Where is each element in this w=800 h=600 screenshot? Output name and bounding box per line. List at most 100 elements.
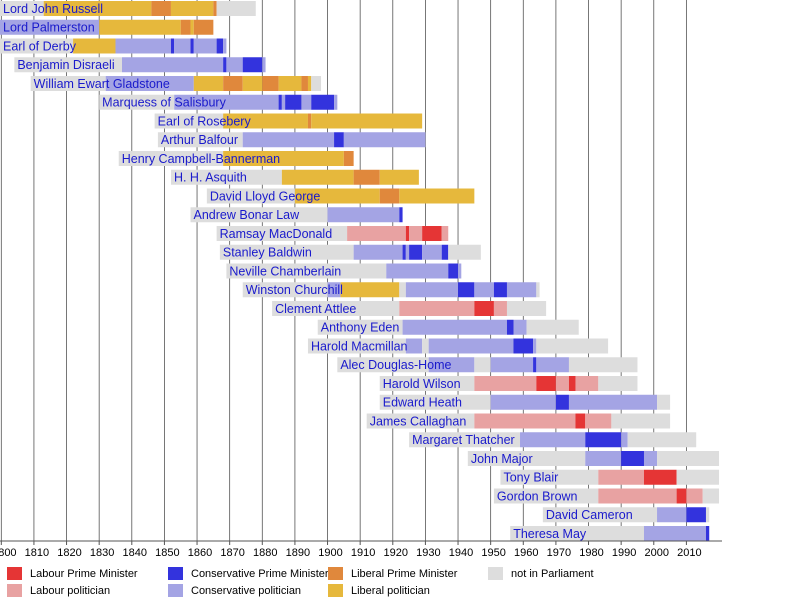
segment — [399, 282, 406, 298]
segment — [242, 132, 335, 148]
segment — [99, 19, 181, 35]
segment — [294, 188, 380, 204]
person-name: Stanley Baldwin — [223, 246, 312, 260]
legend-label: Labour politician — [30, 585, 110, 597]
segment — [409, 244, 423, 260]
segment — [598, 488, 677, 504]
segment — [598, 376, 638, 391]
x-tick-label: 1950 — [481, 547, 505, 559]
x-tick-label: 1830 — [90, 547, 114, 559]
segment — [223, 38, 227, 54]
segment — [542, 507, 658, 523]
person-name: David Cameron — [546, 508, 633, 522]
person-name: Gordon Brown — [497, 489, 578, 503]
segment — [611, 413, 671, 429]
person-name: Neville Chamberlain — [229, 264, 341, 278]
segment — [409, 432, 521, 448]
segment — [379, 188, 400, 204]
segment — [598, 469, 644, 485]
segment — [337, 357, 429, 373]
x-tick-label: 1990 — [612, 547, 636, 559]
person-name: Margaret Thatcher — [412, 433, 515, 447]
segment — [216, 226, 348, 241]
segment — [170, 38, 175, 54]
segment — [568, 376, 576, 391]
person-name: Tony Blair — [503, 471, 558, 485]
legend-swatch — [328, 567, 343, 580]
person-name: David Lloyd George — [210, 189, 321, 203]
segment — [0, 19, 100, 35]
segment — [500, 469, 599, 485]
person-name: Theresa May — [513, 527, 587, 541]
person-name: Alec Douglas-Home — [340, 358, 451, 372]
x-tick-label: 1900 — [318, 547, 342, 559]
person-name: Henry Campbell-Bannerman — [122, 152, 280, 166]
x-tick-label: 2000 — [645, 547, 669, 559]
segment — [405, 244, 410, 260]
segment — [242, 57, 263, 73]
x-tick-label: 1940 — [449, 547, 473, 559]
segment — [405, 338, 423, 354]
legend-label: Conservative Prime Minister — [191, 568, 329, 580]
segment — [193, 19, 214, 35]
segment — [513, 319, 527, 335]
segment — [347, 226, 406, 241]
segment — [379, 394, 491, 410]
segment — [536, 338, 609, 354]
segment — [467, 451, 586, 466]
x-tick-label: 1890 — [286, 547, 310, 559]
x-tick-label: 1850 — [155, 547, 179, 559]
segment — [399, 188, 475, 204]
segment — [493, 301, 507, 316]
segment — [405, 226, 410, 241]
segment — [686, 507, 706, 523]
segment — [386, 263, 449, 279]
segment — [585, 451, 622, 466]
segment — [379, 169, 419, 185]
segment — [409, 226, 423, 241]
segment — [157, 132, 243, 148]
segment — [105, 76, 194, 91]
segment — [193, 38, 217, 54]
segment — [281, 94, 286, 110]
segment — [272, 301, 400, 316]
segment — [621, 451, 644, 466]
segment — [311, 94, 335, 110]
segment — [353, 169, 380, 185]
segment — [555, 376, 569, 391]
x-tick-label: 1800 — [0, 547, 17, 559]
segment — [493, 488, 599, 504]
segment — [242, 76, 263, 91]
segment — [216, 1, 256, 16]
person-name: Arthur Balfour — [161, 133, 238, 147]
person-name: Clement Attlee — [275, 302, 356, 316]
segment — [676, 488, 687, 504]
person-name: John Major — [471, 452, 533, 466]
x-tick-label: 1930 — [416, 547, 440, 559]
segment — [627, 432, 697, 448]
segment — [474, 301, 494, 316]
segment — [657, 507, 687, 523]
legend-swatch — [168, 584, 183, 597]
person-name: Lord Palmerston — [3, 21, 95, 35]
person-name: James Callaghan — [370, 414, 467, 428]
segment — [422, 226, 442, 241]
segment — [115, 38, 171, 54]
legend-swatch — [7, 567, 22, 580]
legend-label: Labour Prime Minister — [30, 568, 138, 580]
segment — [281, 169, 354, 185]
segment — [73, 38, 116, 54]
segment — [399, 207, 403, 223]
x-tick-label: 1960 — [514, 547, 538, 559]
segment — [493, 282, 507, 298]
segment — [568, 357, 638, 373]
legend: Labour Prime Minister Conservative Prime … — [7, 567, 594, 597]
segment — [317, 319, 403, 335]
segment — [474, 357, 491, 373]
segment — [219, 244, 354, 260]
segment — [448, 263, 459, 279]
segment — [223, 151, 344, 166]
segment — [353, 244, 403, 260]
segment — [520, 432, 586, 448]
segment — [285, 94, 302, 110]
